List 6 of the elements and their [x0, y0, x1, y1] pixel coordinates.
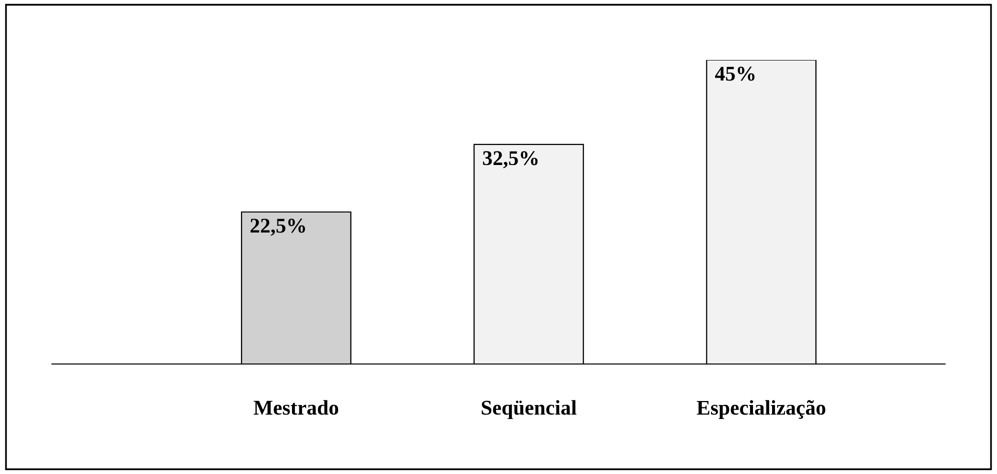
- x-tick-label: Seqüencial: [482, 400, 576, 420]
- data-label: 32,5%: [483, 151, 538, 168]
- x-tick-label: Mestrado: [254, 400, 338, 415]
- x-tick-label: Especialização: [696, 400, 826, 420]
- data-label: 45%: [715, 66, 754, 81]
- data-label: 22,5%: [250, 218, 306, 236]
